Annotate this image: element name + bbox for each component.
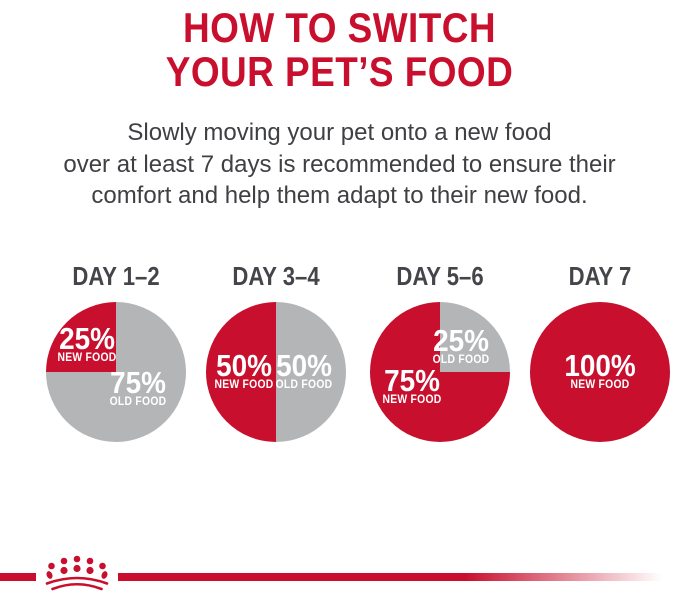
page-title: HOW TO SWITCH YOUR PET’S FOOD	[0, 6, 679, 94]
old-food-pct: 75%	[110, 364, 167, 400]
pie-chart-day-1-2: DAY 1–2 25% NEW FOOD 75% OLD FOOD	[34, 261, 198, 442]
new-food-slice-label: 50% NEW FOOD	[214, 348, 274, 392]
intro-text-line-2: over at least 7 days is recommended to e…	[63, 150, 616, 178]
day-label: DAY 3–4	[232, 261, 320, 291]
new-food-text: NEW FOOD	[57, 352, 117, 365]
pie-chart-day-7: DAY 7 100% NEW FOOD	[518, 261, 679, 442]
intro-text-line-3: comfort and help them adapt to their new…	[91, 182, 588, 209]
pie-chart-day-5-6: DAY 5–6 25% OLD FOOD 75% NEW FOOD	[358, 261, 522, 442]
new-food-text: NEW FOOD	[570, 379, 630, 391]
new-food-slice-label: 100% NEW FOOD	[564, 348, 636, 392]
page-title-line-1: HOW TO SWITCH	[182, 4, 497, 51]
old-food-slice-label: 25% OLD FOOD	[432, 322, 490, 367]
new-food-pct: 50%	[215, 348, 272, 383]
new-food-slice-label: 25% NEW FOOD	[57, 321, 117, 365]
new-food-pct: 25%	[58, 321, 115, 357]
intro-text: Slowly moving your pet onto a new food o…	[0, 117, 679, 212]
old-food-pct: 25%	[433, 322, 489, 358]
intro-text-line-1: Slowly moving your pet onto a new food	[127, 119, 552, 146]
old-food-slice-label: 50% OLD FOOD	[275, 348, 333, 392]
new-food-text: NEW FOOD	[382, 394, 442, 407]
footer-stripe-left	[0, 573, 36, 581]
day-label: DAY 5–6	[396, 261, 484, 291]
footer-stripe-right	[118, 573, 679, 581]
new-food-text: NEW FOOD	[214, 379, 274, 391]
day-label: DAY 1–2	[72, 261, 160, 291]
pie-day-7: 100% NEW FOOD	[530, 302, 670, 442]
old-food-slice-label: 75% OLD FOOD	[109, 364, 167, 409]
new-food-slice-label: 75% NEW FOOD	[382, 363, 442, 407]
pie-day-3-4: 50% NEW FOOD 50% OLD FOOD	[206, 302, 346, 442]
old-food-text: OLD FOOD	[109, 395, 167, 408]
pie-day-5-6: 25% OLD FOOD 75% NEW FOOD	[370, 302, 510, 442]
new-food-pct: 75%	[384, 363, 440, 399]
old-food-pct: 50%	[276, 348, 332, 383]
pie-chart-day-3-4: DAY 3–4 50% NEW FOOD 50% OLD FOOD	[194, 261, 358, 442]
new-food-pct: 100%	[564, 348, 636, 383]
pie-day-1-2: 25% NEW FOOD 75% OLD FOOD	[46, 302, 186, 442]
old-food-text: OLD FOOD	[432, 353, 490, 366]
page-title-line-2: YOUR PET’S FOOD	[165, 48, 514, 95]
old-food-text: OLD FOOD	[275, 379, 333, 391]
day-label: DAY 7	[568, 261, 632, 291]
royal-canin-crown-icon	[38, 554, 116, 594]
